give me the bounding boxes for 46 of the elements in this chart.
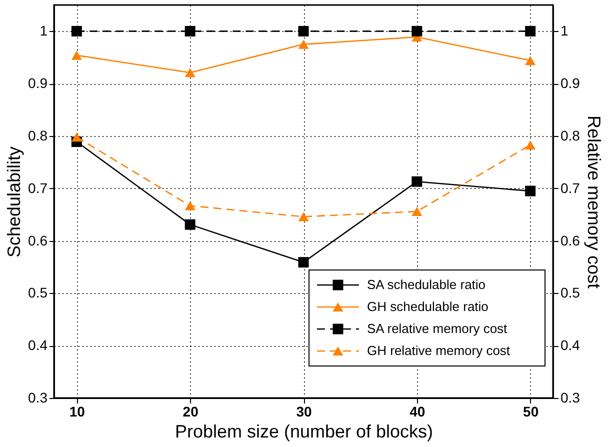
point: [525, 186, 536, 196]
legend-label: GH schedulable ratio: [367, 299, 488, 314]
point: [525, 56, 536, 66]
y2-tick-label: 0.5: [560, 284, 580, 301]
point: [298, 212, 309, 222]
point: [71, 50, 82, 60]
y-tick-label: 0.3: [28, 390, 48, 406]
x-tick-label: 10: [69, 404, 86, 420]
y-tick-label: 0.7: [28, 180, 48, 196]
point: [184, 201, 196, 210]
y-tick-label: 0.5: [28, 284, 48, 301]
point: [525, 26, 536, 36]
y-tick-label: 0.4: [28, 337, 48, 354]
x-tick-label: 50: [523, 404, 539, 420]
point: [298, 26, 309, 36]
y2-tick-label: 0.7: [560, 180, 580, 196]
point: [412, 176, 422, 187]
point: [184, 26, 196, 36]
point: [525, 140, 536, 150]
point: [412, 26, 422, 36]
y-tick-label: 1: [40, 22, 48, 39]
y2-tick-label: 0.6: [560, 232, 580, 248]
y2-tick-label: 0.3: [560, 390, 580, 406]
x-tick-label: 30: [296, 404, 312, 420]
y-tick-label: 0.9: [28, 75, 48, 92]
legend-label: SA schedulable ratio: [367, 277, 486, 292]
point: [71, 132, 82, 142]
y-tick-label: 0.6: [28, 232, 48, 248]
point: [71, 26, 82, 36]
y-tick-label: 0.8: [28, 128, 48, 144]
point: [184, 68, 196, 78]
legend-label: SA relative memory cost: [367, 321, 508, 336]
y2-axis-title: Relative memory cost: [584, 115, 604, 289]
point: [412, 206, 422, 216]
point: [184, 219, 196, 230]
x-axis-title: Problem size (number of blocks): [174, 422, 434, 442]
y2-tick-label: 0.9: [560, 75, 580, 92]
x-tick-label: 20: [182, 404, 199, 420]
x-tick-label: 40: [410, 404, 426, 420]
y2-tick-label: 1: [560, 22, 568, 39]
legend-label: GH relative memory cost: [367, 343, 510, 358]
y2-tick-label: 0.4: [560, 337, 580, 354]
point: [298, 257, 309, 268]
y-axis-title: Schedulability: [4, 146, 24, 258]
point: [298, 40, 309, 49]
y2-tick-label: 0.8: [560, 128, 580, 144]
